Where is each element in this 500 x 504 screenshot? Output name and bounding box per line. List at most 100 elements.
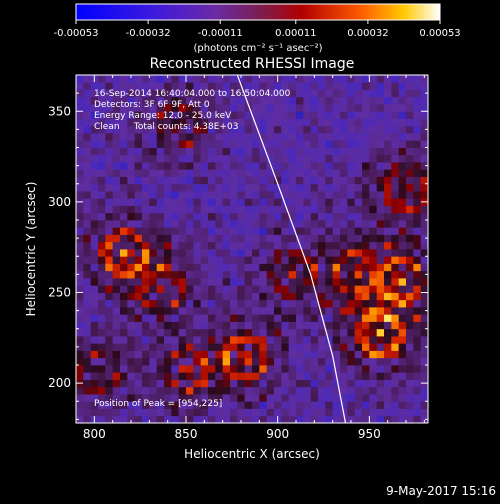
heatmap-pixel <box>222 176 231 185</box>
heatmap-pixel <box>259 154 268 163</box>
heatmap-pixel <box>406 162 414 170</box>
heatmap-pixel <box>391 154 400 163</box>
heatmap-pixel <box>420 415 428 423</box>
heatmap-pixel <box>384 408 392 417</box>
heatmap-pixel <box>193 285 202 293</box>
heatmap-pixel <box>112 263 121 272</box>
heatmap-pixel <box>398 176 407 185</box>
heatmap-pixel <box>178 285 187 293</box>
heatmap-pixel <box>193 125 202 134</box>
heatmap-pixel <box>120 299 128 308</box>
heatmap-pixel <box>156 162 165 170</box>
heatmap-pixel <box>134 154 143 163</box>
heatmap-pixel <box>413 133 422 141</box>
heatmap-pixel <box>156 234 165 243</box>
heatmap-pixel <box>164 82 172 90</box>
heatmap-pixel <box>208 118 216 127</box>
heatmap-pixel <box>120 365 128 373</box>
heatmap-pixel <box>362 408 370 417</box>
heatmap-pixel <box>332 350 341 359</box>
heatmap-pixel <box>274 401 282 409</box>
heatmap-pixel <box>83 350 92 359</box>
heatmap-pixel <box>325 75 334 83</box>
heatmap-pixel <box>171 82 180 90</box>
heatmap-pixel <box>164 270 172 279</box>
heatmap-pixel <box>413 227 422 235</box>
heatmap-pixel <box>347 336 356 344</box>
heatmap-pixel <box>288 133 297 141</box>
heatmap-pixel <box>274 292 282 301</box>
heatmap-pixel <box>259 162 268 170</box>
heatmap-pixel <box>149 96 158 105</box>
heatmap-pixel <box>420 183 428 192</box>
heatmap-pixel <box>171 256 180 264</box>
heatmap-pixel <box>332 147 341 156</box>
heatmap-pixel <box>391 191 400 199</box>
heatmap-pixel <box>384 212 392 221</box>
heatmap-pixel <box>193 263 202 272</box>
heatmap-pixel <box>266 140 275 148</box>
heatmap-pixel <box>127 241 136 250</box>
heatmap-pixel <box>288 147 297 156</box>
heatmap-pixel <box>134 350 143 359</box>
heatmap-pixel <box>186 415 194 423</box>
heatmap-pixel <box>376 256 385 264</box>
heatmap-pixel <box>369 270 378 279</box>
heatmap-pixel <box>362 350 370 359</box>
heatmap-pixel <box>142 263 150 272</box>
heatmap-pixel <box>413 198 422 206</box>
heatmap-pixel <box>193 82 202 90</box>
heatmap-pixel <box>83 372 92 380</box>
heatmap-pixel <box>420 256 428 264</box>
heatmap-pixel <box>332 307 341 315</box>
heatmap-pixel <box>318 104 326 112</box>
heatmap-pixel <box>398 198 407 206</box>
heatmap-pixel <box>200 299 209 308</box>
heatmap-pixel <box>384 299 392 308</box>
heatmap-pixel <box>259 169 268 177</box>
heatmap-pixel <box>215 350 224 359</box>
heatmap-pixel <box>90 314 99 322</box>
heatmap-pixel <box>171 205 180 214</box>
heatmap-pixel <box>222 278 231 286</box>
heatmap-pixel <box>134 234 143 243</box>
heatmap-pixel <box>252 125 260 134</box>
heatmap-pixel <box>200 82 209 90</box>
heatmap-pixel <box>149 350 158 359</box>
heatmap-pixel <box>288 96 297 105</box>
heatmap-pixel <box>391 299 400 308</box>
heatmap-pixel <box>134 162 143 170</box>
heatmap-pixel <box>369 365 378 373</box>
heatmap-pixel <box>332 212 341 221</box>
heatmap-pixel <box>384 401 392 409</box>
heatmap-pixel <box>186 343 194 351</box>
heatmap-pixel <box>90 285 99 293</box>
heatmap-pixel <box>83 133 92 141</box>
heatmap-pixel <box>274 227 282 235</box>
heatmap-pixel <box>398 133 407 141</box>
heatmap-pixel <box>230 336 238 344</box>
heatmap-pixel <box>178 350 187 359</box>
heatmap-pixel <box>193 176 202 185</box>
heatmap-pixel <box>384 394 392 402</box>
heatmap-pixel <box>362 379 370 388</box>
heatmap-pixel <box>354 205 363 214</box>
heatmap-pixel <box>171 154 180 163</box>
heatmap-pixel <box>376 118 385 127</box>
heatmap-pixel <box>83 321 92 330</box>
heatmap-pixel <box>354 299 363 308</box>
heatmap-pixel <box>296 147 304 156</box>
heatmap-pixel <box>369 386 378 395</box>
colorbar-gradient <box>76 4 440 20</box>
heatmap-pixel <box>310 104 319 112</box>
heatmap-pixel <box>134 89 143 98</box>
heatmap-pixel <box>186 147 194 156</box>
heatmap-pixel <box>266 372 275 380</box>
heatmap-pixel <box>164 227 172 235</box>
heatmap-pixel <box>303 147 312 156</box>
heatmap-pixel <box>266 241 275 250</box>
heatmap-pixel <box>420 104 428 112</box>
heatmap-pixel <box>369 336 378 344</box>
heatmap-pixel <box>398 321 407 330</box>
heatmap-pixel <box>259 401 268 409</box>
